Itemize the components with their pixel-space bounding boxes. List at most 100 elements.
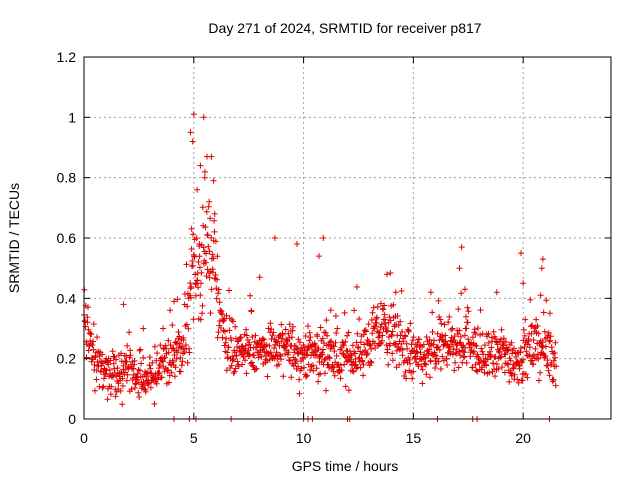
- data-point: [388, 333, 395, 339]
- data-point: [393, 347, 400, 354]
- data-point: [426, 346, 433, 353]
- data-point: [508, 339, 515, 346]
- data-point: [205, 243, 212, 250]
- data-point: [552, 382, 559, 389]
- data-point: [102, 371, 109, 378]
- data-point: [210, 269, 216, 276]
- data-point: [174, 349, 181, 356]
- data-point: [146, 354, 153, 361]
- data-point: [389, 350, 396, 357]
- data-point: [273, 349, 280, 356]
- data-point: [120, 362, 127, 369]
- data-point: [210, 255, 217, 262]
- data-point: [477, 332, 484, 338]
- data-point: [323, 317, 330, 324]
- data-point: [390, 301, 397, 308]
- data-point: [486, 369, 493, 376]
- data-point: [410, 368, 417, 375]
- data-point: [399, 346, 406, 353]
- data-point: [547, 333, 554, 340]
- data-point: [334, 325, 341, 332]
- data-point: [414, 350, 421, 356]
- data-point: [118, 350, 125, 357]
- data-point: [385, 361, 392, 368]
- data-point: [409, 375, 416, 382]
- data-point: [260, 336, 267, 343]
- data-point: [423, 371, 430, 378]
- data-point: [510, 345, 517, 352]
- data-point: [201, 174, 208, 181]
- data-point: [322, 370, 328, 377]
- data-point: [314, 333, 321, 340]
- data-point: [420, 341, 427, 348]
- data-point: [536, 377, 542, 384]
- data-point: [451, 367, 458, 374]
- data-point: [535, 330, 542, 337]
- data-point: [345, 329, 352, 336]
- data-point: [188, 283, 195, 290]
- data-point: [113, 356, 119, 363]
- data-point: [105, 361, 112, 368]
- data-point: [222, 328, 228, 335]
- data-point: [475, 354, 482, 361]
- data-point: [417, 349, 424, 356]
- data-point: [464, 319, 471, 326]
- data-point: [528, 323, 534, 330]
- data-point: [340, 342, 347, 349]
- data-point: [186, 349, 193, 356]
- data-point: [469, 334, 476, 341]
- data-point: [423, 361, 429, 368]
- data-point: [519, 377, 526, 384]
- data-point: [199, 302, 206, 309]
- data-point: [130, 365, 137, 372]
- data-point: [100, 383, 107, 390]
- data-point: [99, 384, 106, 391]
- data-point: [369, 330, 376, 337]
- data-point: [319, 351, 326, 358]
- data-point: [539, 344, 546, 351]
- data-point: [182, 323, 189, 329]
- data-point: [383, 342, 390, 349]
- data-point: [223, 312, 230, 319]
- data-point: [202, 259, 209, 266]
- data-point: [332, 339, 339, 346]
- data-point: [169, 322, 176, 329]
- data-point: [488, 352, 494, 359]
- data-point: [317, 370, 324, 377]
- data-point: [463, 313, 469, 320]
- data-point: [195, 259, 202, 265]
- data-point: [110, 373, 117, 380]
- data-point: [226, 327, 233, 334]
- data-point: [278, 356, 284, 363]
- data-point: [444, 362, 451, 368]
- data-point: [352, 350, 359, 357]
- data-point: [515, 379, 522, 386]
- data-point: [469, 364, 476, 371]
- data-point: [310, 367, 317, 374]
- data-point: [167, 342, 174, 348]
- data-point: [493, 361, 500, 368]
- data-point: [546, 338, 553, 345]
- data-point: [530, 361, 537, 368]
- data-point: [267, 320, 274, 327]
- data-point: [367, 358, 374, 365]
- data-point: [456, 265, 463, 272]
- data-point: [507, 369, 514, 376]
- data-point: [534, 323, 541, 329]
- data-point: [301, 344, 308, 351]
- x-tick-label: 0: [80, 430, 88, 446]
- data-point: [541, 328, 548, 335]
- data-point: [219, 334, 226, 341]
- data-point: [522, 316, 529, 323]
- data-point: [136, 394, 143, 400]
- data-point: [248, 308, 255, 315]
- data-point: [542, 343, 549, 350]
- data-point: [242, 357, 248, 364]
- y-tick-label: 0: [68, 411, 76, 427]
- data-point: [178, 362, 185, 369]
- data-point: [288, 374, 295, 381]
- data-point: [327, 307, 334, 314]
- data-point: [437, 316, 444, 323]
- data-point: [451, 337, 457, 344]
- data-point: [215, 290, 222, 297]
